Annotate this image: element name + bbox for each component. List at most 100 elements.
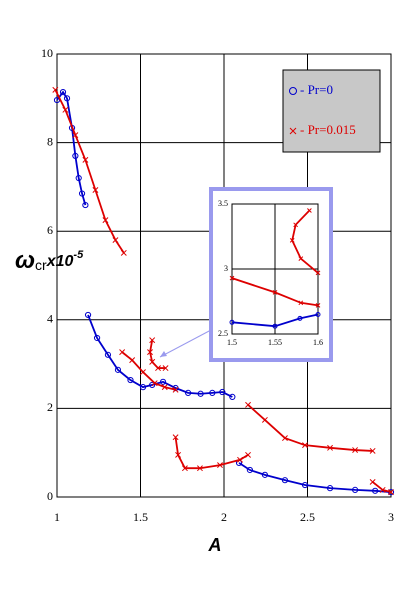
- marker: [315, 270, 321, 276]
- marker: [159, 378, 167, 385]
- marker: [326, 485, 334, 492]
- legend-marker: [289, 87, 297, 95]
- marker: [302, 442, 308, 449]
- marker: [75, 174, 82, 182]
- marker: [120, 249, 127, 256]
- marker: [229, 319, 235, 325]
- marker: [92, 187, 99, 193]
- marker: [82, 156, 89, 163]
- marker: [352, 447, 359, 453]
- marker: [129, 357, 136, 364]
- plot-frame: [231, 203, 319, 335]
- x-tick-label: 3: [388, 510, 394, 524]
- marker: [84, 311, 92, 319]
- marker: [196, 465, 203, 472]
- series-line: [231, 313, 319, 328]
- marker: [369, 447, 376, 454]
- marker: [298, 256, 304, 261]
- x-tick-label: 1.5: [133, 510, 148, 524]
- marker: [209, 389, 216, 396]
- marker: [72, 132, 79, 139]
- marker: [281, 477, 289, 484]
- marker: [289, 238, 295, 243]
- marker: [119, 349, 126, 356]
- inset-frame: [209, 187, 333, 362]
- marker: [172, 386, 179, 393]
- marker: [229, 393, 236, 400]
- y-tick-label: 0: [47, 489, 53, 503]
- x-tick-label: 1.55: [268, 338, 282, 347]
- legend-box: [282, 69, 381, 153]
- marker: [149, 381, 156, 389]
- inset-pointer: [159, 329, 212, 358]
- y-label-exp: -5: [73, 249, 84, 261]
- marker: [62, 106, 69, 113]
- x-tick-label: 2.5: [300, 510, 315, 524]
- x-axis-label: A: [208, 535, 222, 555]
- marker: [162, 365, 169, 372]
- inset-pointer-head: [160, 351, 167, 357]
- marker: [172, 434, 179, 441]
- marker: [229, 275, 235, 281]
- marker: [282, 435, 288, 442]
- marker: [72, 152, 79, 159]
- y-tick-label: 2.5: [218, 329, 228, 338]
- marker: [127, 376, 134, 384]
- plot-frame: [56, 53, 392, 498]
- marker: [327, 444, 333, 451]
- legend-marker: [289, 127, 297, 135]
- marker: [59, 88, 67, 96]
- marker: [151, 380, 158, 387]
- y-label-symbol: ω: [15, 247, 35, 274]
- marker: [63, 95, 71, 102]
- marker: [372, 487, 379, 494]
- marker: [172, 384, 179, 392]
- y-tick-label: 8: [47, 134, 53, 148]
- marker: [197, 390, 204, 397]
- marker: [78, 190, 86, 197]
- marker: [388, 489, 394, 496]
- legend-label: - Pr=0.015: [300, 122, 356, 137]
- marker: [149, 358, 156, 365]
- marker: [293, 222, 298, 228]
- marker: [351, 486, 359, 494]
- marker: [307, 208, 312, 213]
- legend-label: - Pr=0: [300, 82, 333, 97]
- x-tick-label: 1.5: [227, 338, 237, 347]
- marker: [184, 389, 192, 396]
- marker: [245, 451, 252, 458]
- marker: [301, 481, 309, 489]
- marker: [219, 388, 226, 396]
- marker: [297, 315, 303, 321]
- y-tick-label: 3.5: [218, 199, 228, 208]
- y-label-factor: x10: [46, 253, 74, 270]
- marker: [175, 451, 182, 458]
- marker: [93, 334, 101, 342]
- marker: [217, 462, 223, 469]
- marker: [104, 351, 112, 358]
- marker: [261, 471, 269, 478]
- marker: [102, 217, 109, 224]
- y-tick-label: 10: [41, 46, 53, 60]
- marker: [82, 201, 89, 209]
- marker: [298, 300, 304, 306]
- x-tick-label: 1: [54, 510, 60, 524]
- marker: [379, 486, 386, 493]
- marker: [261, 416, 268, 423]
- y-tick-label: 3: [224, 264, 228, 273]
- y-label-sub: cr: [35, 257, 47, 273]
- marker: [272, 290, 278, 295]
- x-tick-label: 1.6: [313, 338, 323, 347]
- marker: [139, 384, 147, 391]
- marker: [315, 312, 321, 317]
- y-tick-label: 2: [47, 400, 53, 414]
- marker: [369, 478, 376, 485]
- marker: [155, 365, 161, 372]
- marker: [112, 237, 119, 244]
- marker: [272, 323, 278, 329]
- marker: [181, 465, 188, 472]
- marker: [315, 303, 321, 308]
- marker: [149, 337, 156, 344]
- x-tick-label: 2: [221, 510, 227, 524]
